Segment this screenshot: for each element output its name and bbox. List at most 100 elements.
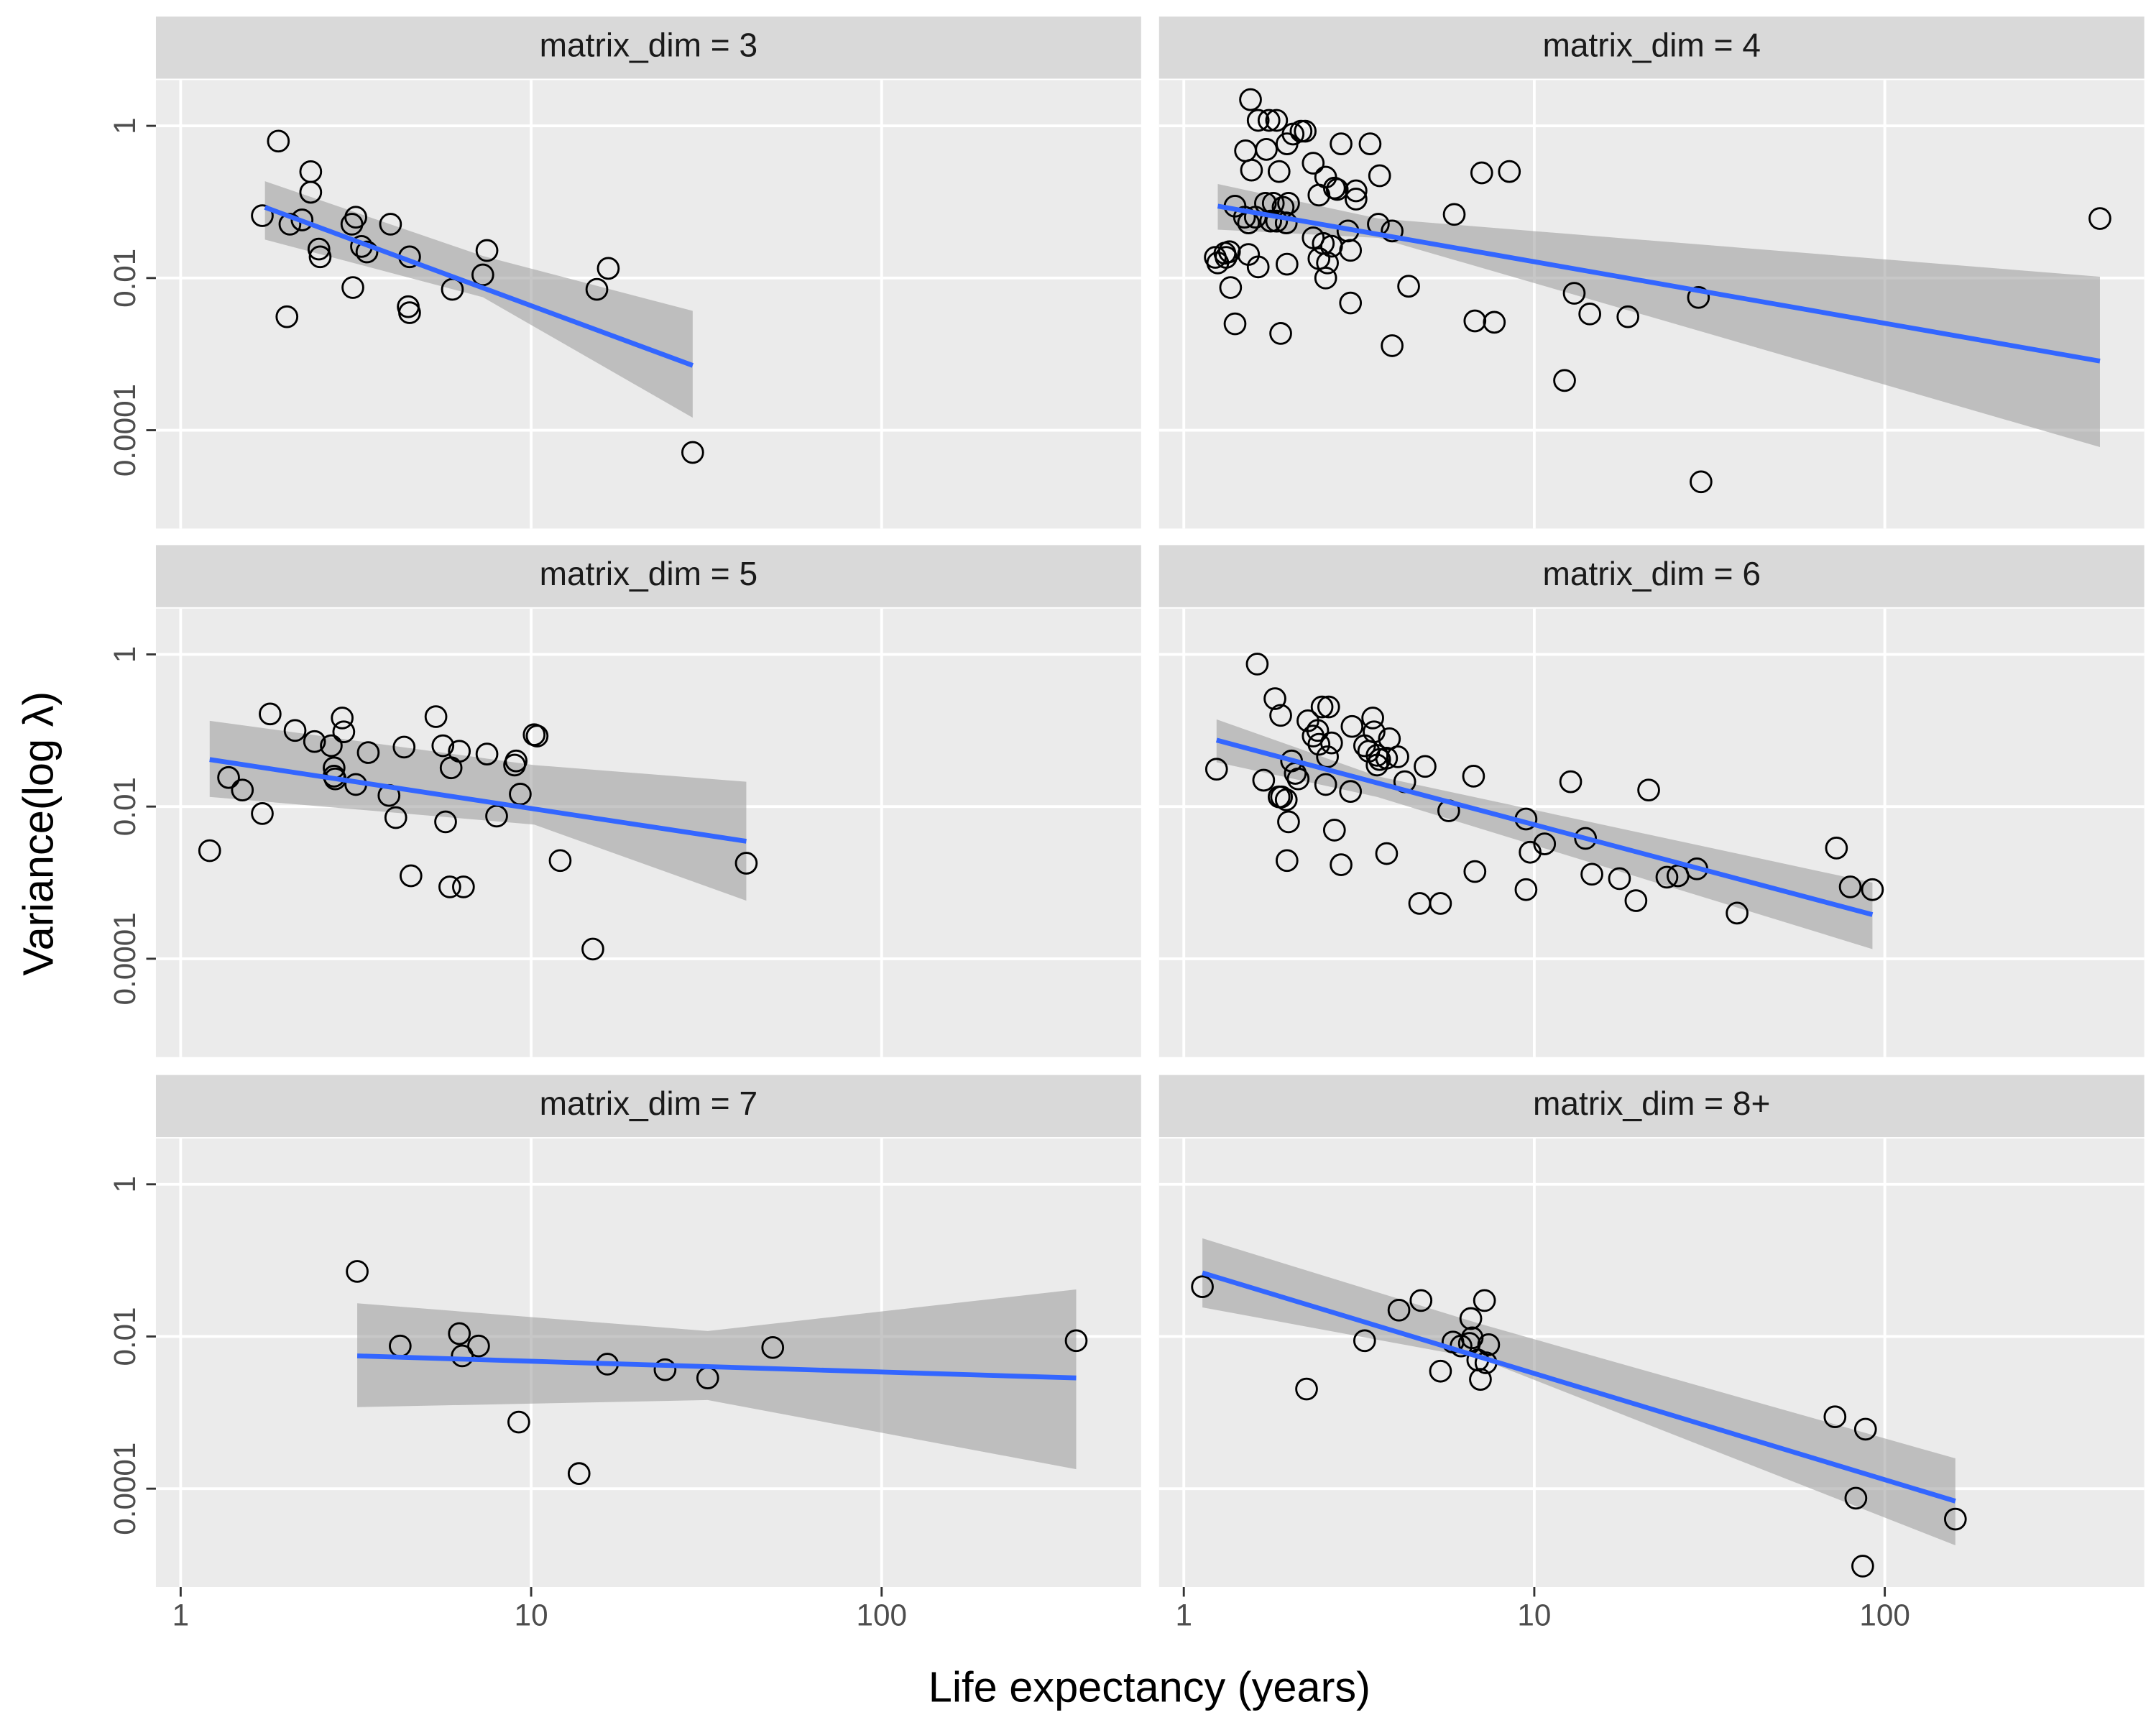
- data-point: [1463, 309, 1487, 333]
- data-point: [346, 1260, 369, 1283]
- y-tick-label: 0.01: [108, 249, 142, 308]
- data-point: [1463, 860, 1487, 883]
- data-point: [259, 702, 282, 726]
- data-point: [341, 276, 364, 299]
- data-point: [1345, 179, 1368, 203]
- data-point: [1339, 780, 1363, 803]
- data-point: [467, 1334, 490, 1358]
- data-point: [1339, 291, 1363, 315]
- data-point: [251, 802, 274, 825]
- data-point: [1257, 109, 1281, 132]
- data-point: [1246, 255, 1270, 279]
- data-point: [525, 724, 549, 748]
- data-point: [452, 875, 475, 898]
- data-point: [1861, 878, 1884, 901]
- data-point: [1317, 695, 1340, 719]
- data-point: [1519, 840, 1542, 864]
- data-point: [567, 1462, 591, 1485]
- data-point: [299, 180, 323, 204]
- data-point: [1340, 714, 1364, 738]
- fit-line: [1217, 203, 2101, 364]
- data-point: [1286, 767, 1310, 791]
- data-point: [1578, 302, 1601, 326]
- data-point: [1624, 889, 1648, 912]
- data-point: [1687, 285, 1710, 309]
- data-point: [431, 734, 455, 758]
- fit-line: [356, 1353, 1077, 1381]
- data-point: [653, 1358, 677, 1381]
- data-point: [1314, 773, 1337, 796]
- y-tick-label: 0.0001: [108, 384, 142, 477]
- y-tick-label: 1: [108, 1176, 142, 1193]
- data-point: [1246, 109, 1270, 132]
- data-point: [596, 257, 620, 280]
- data-point: [1853, 1417, 1877, 1441]
- y-axis-title: Variance(log λ): [14, 691, 62, 976]
- fit-line: [209, 757, 747, 844]
- data-point: [761, 1335, 785, 1359]
- data-point: [1473, 1289, 1496, 1312]
- strip: [155, 17, 1141, 79]
- strip-title: matrix_dim = 5: [540, 555, 757, 592]
- strip: [155, 1075, 1141, 1138]
- data-point: [424, 705, 448, 728]
- data-point: [1330, 132, 1353, 155]
- data-point: [585, 277, 609, 301]
- data-point: [1361, 707, 1384, 730]
- data-point: [1204, 758, 1228, 781]
- data-point: [1269, 322, 1292, 345]
- data-point: [1726, 901, 1749, 925]
- data-point: [1353, 1329, 1376, 1353]
- data-point: [307, 237, 331, 261]
- data-point: [275, 305, 299, 328]
- data-point: [1219, 276, 1243, 299]
- strip: [1158, 1075, 2145, 1138]
- data-point: [1429, 1359, 1452, 1383]
- data-point: [331, 707, 354, 730]
- data-point: [1386, 745, 1409, 768]
- data-point: [1823, 1405, 1847, 1429]
- data-point: [1307, 732, 1331, 756]
- data-point: [267, 129, 290, 153]
- y-tick-label: 0.0001: [108, 912, 142, 1005]
- data-point: [1295, 1377, 1318, 1401]
- facet-panel: matrix_dim = 3 1 0.01 0.0001: [108, 17, 1141, 529]
- x-tick-label: 10: [515, 1598, 548, 1632]
- data-point: [355, 240, 379, 264]
- data-point: [1462, 765, 1485, 788]
- data-point: [283, 719, 307, 742]
- data-point: [505, 749, 528, 773]
- data-point: [1442, 203, 1466, 226]
- data-point: [1325, 178, 1349, 201]
- data-point: [548, 849, 572, 873]
- x-tick-label: 1: [1175, 1598, 1192, 1632]
- data-point: [1233, 206, 1256, 229]
- data-point: [1322, 819, 1346, 842]
- data-point: [303, 730, 326, 753]
- strip: [155, 545, 1141, 607]
- data-point: [1483, 310, 1506, 334]
- data-point: [1306, 719, 1330, 742]
- data-point: [1562, 282, 1586, 305]
- strip-title: matrix_dim = 7: [540, 1085, 757, 1122]
- data-point: [451, 1344, 474, 1368]
- data-point: [1358, 132, 1382, 155]
- data-point: [1345, 188, 1368, 211]
- data-point: [1409, 1289, 1433, 1312]
- data-point: [1316, 745, 1339, 768]
- data-point: [1574, 827, 1598, 850]
- data-point: [1844, 1486, 1868, 1510]
- data-point: [1459, 1307, 1483, 1330]
- facet-panel: matrix_dim = 7 1 0.01 0.0001 1 10 100: [108, 1075, 1141, 1632]
- data-point: [1310, 695, 1334, 719]
- data-point: [1277, 810, 1300, 834]
- data-point: [1275, 252, 1299, 276]
- y-tick-label: 0.01: [108, 777, 142, 836]
- fit-line: [1215, 737, 1874, 917]
- data-point: [1429, 892, 1452, 915]
- data-point: [681, 441, 704, 464]
- data-point: [1265, 109, 1289, 132]
- data-point: [448, 740, 471, 763]
- data-point: [1204, 246, 1227, 269]
